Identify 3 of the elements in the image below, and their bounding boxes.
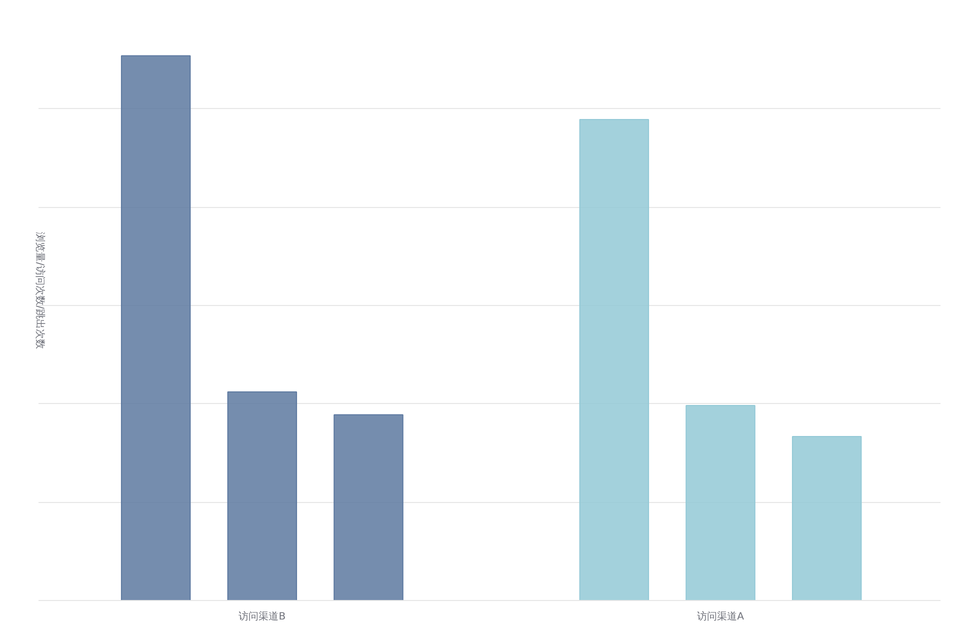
y-axis-title: 浏览量/访问次数/跳出次数 [34, 232, 46, 349]
x-tick-label: 访问渠道B [238, 610, 286, 622]
x-tick-label: 访问渠道A [697, 610, 744, 622]
